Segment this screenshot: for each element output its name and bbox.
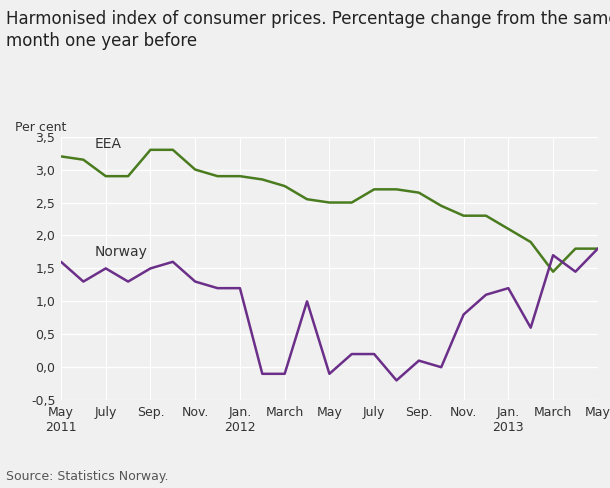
Text: Harmonised index of consumer prices. Percentage change from the same
month one y: Harmonised index of consumer prices. Per… [6,10,610,50]
Text: Norway: Norway [95,244,148,259]
Text: Per cent: Per cent [15,121,66,134]
Text: Source: Statistics Norway.: Source: Statistics Norway. [6,470,168,483]
Text: EEA: EEA [95,137,121,151]
